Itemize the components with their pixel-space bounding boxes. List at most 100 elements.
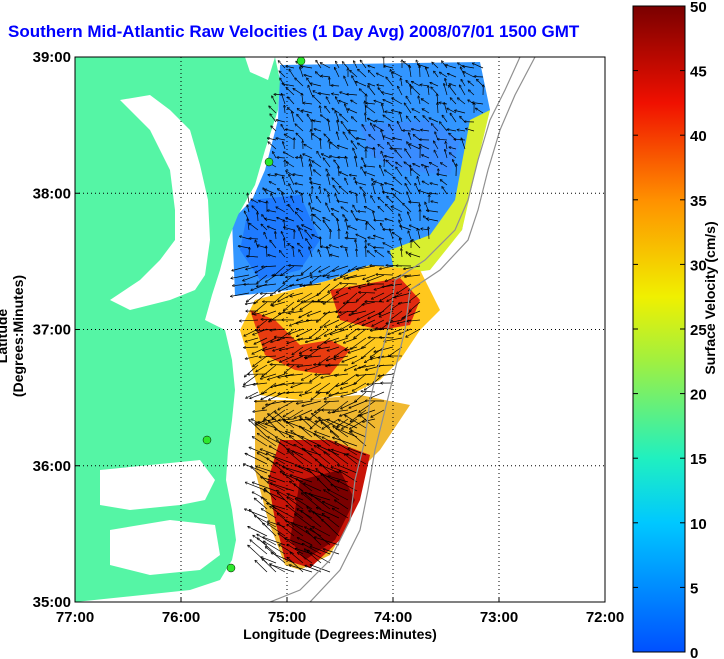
- velocity-vector: [378, 145, 385, 150]
- velocity-vector: [368, 119, 376, 123]
- velocity-vector: [383, 136, 394, 141]
- velocity-vector: [288, 205, 295, 213]
- velocity-vector: [308, 86, 313, 96]
- velocity-vector: [329, 78, 330, 87]
- land-mass: [75, 57, 280, 602]
- velocity-vector: [364, 166, 376, 167]
- velocity-vector: [284, 152, 295, 159]
- velocity-vector: [268, 210, 277, 213]
- velocity-vector: [341, 122, 349, 132]
- velocity-vector: [398, 87, 403, 96]
- velocity-vector: [333, 438, 358, 447]
- velocity-vector: [310, 265, 322, 274]
- velocity-vector: [258, 434, 277, 447]
- velocity-vector: [252, 301, 268, 314]
- velocity-vector: [376, 328, 394, 329]
- velocity-vector: [387, 196, 394, 204]
- velocity-vector: [371, 355, 385, 359]
- velocity-vector: [322, 474, 340, 492]
- velocity-vector: [473, 63, 484, 69]
- velocity-vector: [357, 292, 367, 301]
- velocity-vector: [340, 471, 358, 483]
- velocity-vector: [409, 144, 421, 150]
- velocity-vector: [280, 355, 295, 362]
- velocity-vector: [261, 391, 277, 400]
- velocity-vector: [319, 417, 340, 429]
- velocity-vector: [261, 373, 277, 379]
- velocity-vector: [246, 482, 268, 492]
- velocity-vector: [289, 266, 304, 267]
- velocity-vector: [335, 373, 349, 376]
- velocity-vector: [291, 382, 304, 387]
- velocity-vector: [442, 61, 448, 69]
- velocity-vector: [302, 265, 313, 274]
- velocity-vector: [231, 292, 250, 296]
- velocity-vector: [335, 500, 349, 510]
- velocity-vector: [245, 509, 268, 519]
- velocity-vector: [369, 135, 376, 141]
- velocity-vector: [375, 251, 385, 258]
- colorbar-tick-label: 45: [690, 64, 707, 81]
- velocity-vector: [446, 65, 457, 69]
- velocity-vector: [323, 221, 331, 231]
- velocity-vector: [412, 82, 421, 87]
- velocity-vector: [278, 493, 295, 510]
- velocity-vector: [249, 239, 259, 240]
- velocity-vector: [283, 177, 286, 186]
- velocity-vector: [255, 423, 277, 438]
- velocity-vector: [269, 476, 286, 483]
- velocity-vector: [248, 193, 250, 204]
- velocity-vector: [434, 71, 439, 78]
- velocity-vector: [405, 177, 412, 186]
- velocity-vector: [292, 355, 304, 361]
- velocity-vector: [271, 553, 295, 564]
- velocity-vector: [429, 193, 439, 194]
- velocity-vector: [288, 494, 304, 501]
- velocity-vector: [268, 414, 286, 429]
- velocity-vector: [344, 76, 349, 87]
- velocity-vector: [434, 150, 439, 159]
- velocity-vector: [445, 150, 448, 159]
- velocity-vector: [278, 61, 286, 69]
- velocity-vector: [413, 135, 421, 141]
- velocity-vector: [338, 166, 339, 177]
- velocity-vector: [246, 337, 259, 342]
- velocity-vector: [393, 138, 403, 141]
- velocity-vector: [338, 465, 358, 474]
- velocity-vector: [461, 80, 466, 87]
- velocity-vector: [301, 511, 322, 528]
- velocity-vector: [380, 265, 394, 269]
- velocity-vector: [324, 452, 340, 465]
- velocity-vector: [425, 166, 430, 177]
- velocity-vector: [384, 66, 394, 69]
- velocity-vector: [285, 538, 304, 546]
- velocity-vector: [449, 84, 457, 87]
- velocity-vector: [378, 373, 394, 376]
- velocity-vector: [330, 230, 331, 240]
- velocity-vector: [265, 489, 277, 501]
- velocity-vector: [281, 232, 286, 240]
- velocity-vector: [263, 400, 277, 409]
- velocity-vector: [297, 328, 313, 336]
- velocity-vector: [231, 274, 250, 278]
- velocity-vector: [275, 382, 295, 386]
- velocity-vector: [247, 205, 250, 213]
- velocity-vector: [366, 103, 376, 104]
- velocity-vector: [455, 110, 466, 114]
- velocity-vector: [262, 364, 277, 377]
- velocity-vector: [352, 76, 358, 87]
- velocity-vector: [283, 142, 286, 150]
- velocity-vector: [345, 178, 349, 186]
- velocity-vector: [254, 337, 268, 344]
- velocity-vector: [440, 122, 448, 132]
- velocity-vector: [310, 164, 313, 177]
- velocity-vector: [255, 265, 268, 273]
- velocity-vector: [310, 159, 313, 168]
- velocity-vector: [308, 550, 331, 564]
- velocity-vector: [246, 355, 259, 359]
- velocity-vector: [422, 109, 430, 114]
- velocity-vector: [278, 400, 295, 410]
- velocity-vector: [323, 265, 340, 277]
- velocity-vector: [300, 391, 313, 395]
